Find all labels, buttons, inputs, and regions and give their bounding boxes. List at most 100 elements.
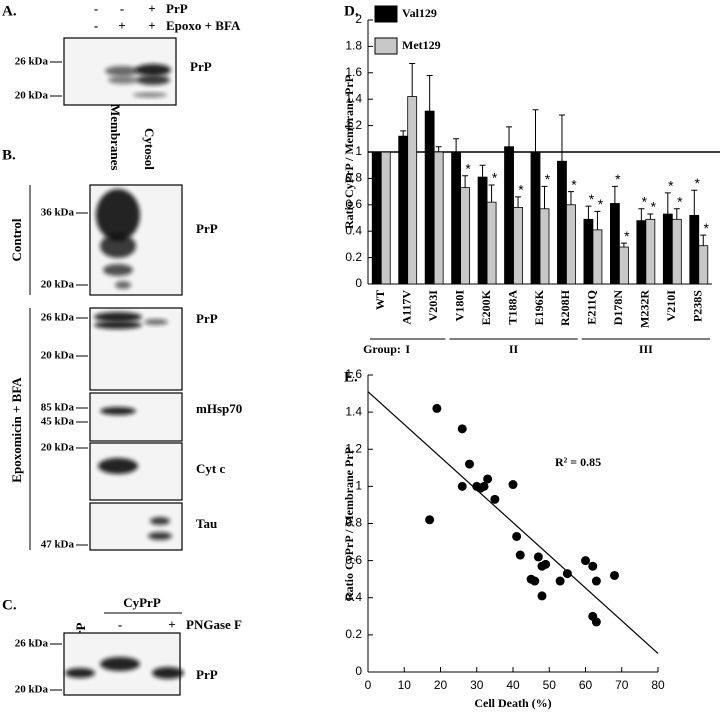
band-label: PrP [196,667,218,682]
error-bar [453,138,460,152]
y-tick-label: 0 [355,276,362,290]
point [533,552,543,562]
band [150,517,170,525]
point [555,576,565,586]
error-bar [611,185,618,204]
lane-label: CyPrP [123,595,161,610]
significance: * [677,193,683,209]
x-tick-label: E211Q [585,290,599,325]
kda-marker: 20 kDa [41,279,75,291]
band-label: PrP [190,59,212,74]
point [457,481,467,491]
significance: * [624,228,630,244]
bar [671,218,682,285]
legend-swatch [374,37,398,55]
y-tick-label: 0.8 [345,516,362,530]
band-label: PrP [196,221,218,236]
y-tick-label: 0 [355,664,362,678]
bar [636,220,647,285]
sign: + [148,1,155,16]
x-tick-label: 10 [398,678,412,692]
x-axis-label: Cell Death (%) [474,696,551,710]
point [483,474,493,484]
sign: - [94,1,98,16]
significance: * [668,178,674,194]
group-label: Group: [363,342,401,356]
error-bar [673,208,680,220]
x-tick-label: 60 [579,678,593,692]
bar [583,218,594,285]
point [588,561,598,571]
error-bar [594,210,601,230]
y-tick-label: 0.4 [345,590,362,604]
band [65,668,95,678]
sign: + [118,18,125,33]
band [94,321,142,329]
band [98,458,138,474]
bar [689,214,700,285]
point [512,531,522,541]
x-tick-label: 20 [434,678,448,692]
sign: + [168,617,175,632]
band [96,189,140,241]
significance: * [695,175,701,191]
panel-letter: D. [344,3,359,19]
bar [609,203,620,285]
bar [592,229,603,285]
sign: - [94,18,98,33]
x-tick-label: E200K [479,289,493,325]
point [610,570,619,580]
x-tick-label: 70 [615,678,629,692]
panel-letter: C. [2,597,17,613]
panel-letter: A. [2,3,17,19]
significance: * [615,171,621,187]
error-bar [409,63,416,97]
kda-marker: 20 kDa [15,684,49,696]
error-bar [479,164,486,178]
band [108,76,138,84]
error-bar [462,175,469,188]
column-label: Cytosol [142,128,157,170]
panel-letter: B. [2,147,16,163]
x-tick-label: 40 [506,678,520,692]
point [432,403,442,413]
sign: + [148,18,155,33]
error-bar [532,109,539,152]
band-label: PrP [196,311,218,326]
kda-marker: 20 kDa [41,442,75,454]
error-bar [541,185,548,209]
x-tick-label: 80 [651,678,665,692]
condition-label: Control [9,218,24,261]
row-label: PrP [166,1,188,16]
band [100,234,136,258]
error-bar [488,184,495,203]
y-tick-label: 1.4 [345,91,362,105]
band [144,319,168,325]
error-bar [426,74,433,112]
error-bar [400,130,407,137]
y-tick-label: 0.8 [345,171,362,185]
point [591,576,601,586]
bar [618,246,629,285]
band [136,75,170,85]
band [103,264,133,276]
bar [407,96,418,285]
error-bar [435,146,442,152]
x-tick-label: 50 [543,678,557,692]
bar [698,245,709,285]
significance: * [545,171,551,187]
error-bar [585,205,592,220]
band [100,407,136,415]
band-label: Cyt c [196,461,225,476]
significance: * [571,176,577,192]
x-tick-label: V180I [452,290,466,322]
point [581,556,590,566]
x-tick-label: T188A [505,290,519,325]
band [100,657,140,671]
bar [477,176,488,285]
kda-marker: 36 kDa [41,207,75,219]
x-tick-label: 30 [470,678,484,692]
bar [504,146,514,285]
band [152,667,184,679]
